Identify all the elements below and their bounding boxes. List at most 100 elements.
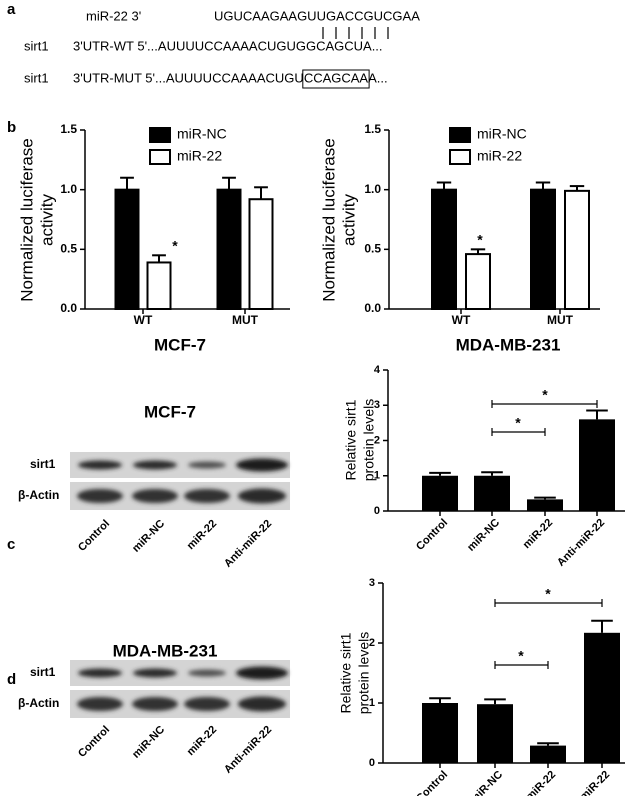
bar bbox=[114, 188, 140, 311]
bar bbox=[422, 703, 458, 763]
y-tick-label: 1.5 bbox=[364, 122, 381, 136]
blot-band bbox=[77, 489, 123, 503]
blot-band bbox=[188, 461, 226, 469]
panel-label: a bbox=[7, 1, 16, 18]
blot-row-label: sirt1 bbox=[30, 457, 56, 471]
error-bar bbox=[534, 496, 556, 500]
legend-label: miR-NC bbox=[177, 126, 227, 142]
blot-band bbox=[77, 697, 123, 711]
sequence-part: A... bbox=[368, 70, 388, 85]
sequence-part: CCAGCAA bbox=[304, 70, 369, 85]
blot-band bbox=[236, 458, 288, 472]
bar bbox=[431, 188, 457, 311]
x-tick-label: MUT bbox=[547, 313, 574, 327]
legend-label: miR-NC bbox=[477, 126, 527, 142]
error-bar bbox=[586, 409, 608, 420]
blot-band bbox=[238, 696, 286, 712]
y-axis-label: protein levels bbox=[356, 632, 372, 715]
y-tick-label: 0.5 bbox=[60, 242, 77, 256]
y-tick-label: 1 bbox=[374, 470, 380, 482]
bar bbox=[146, 261, 172, 310]
sequence-part: 3'UTR-MUT 5'...AUUUUCCAAAACUGU bbox=[73, 70, 304, 85]
significance-star: * bbox=[477, 232, 483, 248]
legend-swatch bbox=[149, 149, 171, 165]
y-tick-label: 0.0 bbox=[60, 301, 77, 315]
y-tick-label: 2 bbox=[374, 434, 380, 446]
significance-star: * bbox=[542, 387, 548, 403]
y-tick-label: 1.5 bbox=[60, 122, 77, 136]
bar bbox=[216, 188, 242, 311]
sequence-name: sirt1 bbox=[24, 38, 49, 53]
bar bbox=[248, 198, 274, 310]
y-tick-label: 1 bbox=[369, 697, 375, 709]
bar bbox=[527, 499, 563, 511]
blot-row-label: β-Actin bbox=[18, 696, 59, 710]
y-axis-label: Normalized luciferase bbox=[17, 138, 36, 301]
blot-row-label: sirt1 bbox=[30, 665, 56, 679]
blot-title: MCF-7 bbox=[144, 402, 196, 421]
y-axis-label: activity bbox=[339, 194, 358, 246]
error-bar bbox=[535, 181, 551, 190]
bar bbox=[530, 745, 566, 763]
y-tick-label: 0.0 bbox=[364, 301, 381, 315]
x-tick-label: WT bbox=[452, 313, 471, 327]
blot-row-label: β-Actin bbox=[18, 488, 59, 502]
blot-band bbox=[132, 489, 178, 503]
error-bar bbox=[222, 176, 236, 190]
legend-swatch bbox=[149, 127, 171, 143]
blot-band bbox=[132, 697, 178, 711]
x-tick-label: WT bbox=[134, 313, 153, 327]
sequence-name: sirt1 bbox=[24, 70, 49, 85]
bar bbox=[465, 253, 491, 311]
sequence: UGUCAAGAAGUUGACCGUCGAA bbox=[214, 8, 420, 23]
chart-title: MDA-MB-231 bbox=[456, 335, 561, 354]
blot-band bbox=[188, 669, 226, 677]
error-bar bbox=[481, 471, 503, 476]
error-bar bbox=[429, 471, 451, 476]
panel-label: c bbox=[7, 536, 15, 553]
legend-label: miR-22 bbox=[477, 148, 522, 164]
y-tick-label: 0.5 bbox=[364, 242, 381, 256]
blot-band bbox=[236, 666, 288, 680]
y-axis-label: Relative sirt1 bbox=[343, 399, 359, 480]
panel-label: d bbox=[7, 671, 16, 688]
error-bar bbox=[537, 742, 559, 746]
legend-swatch bbox=[449, 127, 471, 143]
blot-title: MDA-MB-231 bbox=[113, 641, 218, 660]
blot-band bbox=[78, 460, 122, 470]
y-tick-label: 1.0 bbox=[60, 182, 77, 196]
chart-title: MCF-7 bbox=[154, 335, 206, 354]
blot-band bbox=[78, 668, 122, 678]
bar bbox=[474, 475, 510, 511]
significance-star: * bbox=[518, 648, 524, 664]
y-tick-label: 1.0 bbox=[364, 182, 381, 196]
y-tick-label: 3 bbox=[374, 399, 380, 411]
blot-band bbox=[133, 668, 177, 678]
blot-band bbox=[184, 489, 230, 503]
y-axis-label: Relative sirt1 bbox=[338, 632, 354, 713]
error-bar bbox=[120, 176, 134, 190]
pairing-bars bbox=[322, 27, 389, 39]
y-axis-label: activity bbox=[37, 194, 56, 246]
y-tick-label: 0 bbox=[374, 505, 380, 517]
bar bbox=[584, 632, 620, 763]
y-tick-label: 2 bbox=[369, 637, 375, 649]
bar bbox=[579, 419, 615, 511]
y-tick-label: 3 bbox=[369, 577, 375, 589]
error-bar bbox=[436, 181, 452, 190]
sequence: 3'UTR-WT 5'...AUUUUCCAAAACUGUGGCAGCUA... bbox=[73, 38, 383, 53]
error-bar bbox=[484, 698, 506, 705]
panel-label: b bbox=[7, 119, 16, 136]
error-bar bbox=[429, 697, 451, 703]
y-tick-label: 0 bbox=[369, 757, 375, 769]
significance-star: * bbox=[515, 415, 521, 431]
blot-band bbox=[184, 697, 230, 711]
blot-band bbox=[238, 488, 286, 504]
bar bbox=[564, 189, 590, 310]
y-tick-label: 4 bbox=[374, 364, 381, 376]
y-axis-label: protein levels bbox=[361, 399, 377, 482]
legend-label: miR-22 bbox=[177, 148, 222, 164]
error-bar bbox=[254, 186, 268, 200]
bar bbox=[422, 475, 458, 511]
